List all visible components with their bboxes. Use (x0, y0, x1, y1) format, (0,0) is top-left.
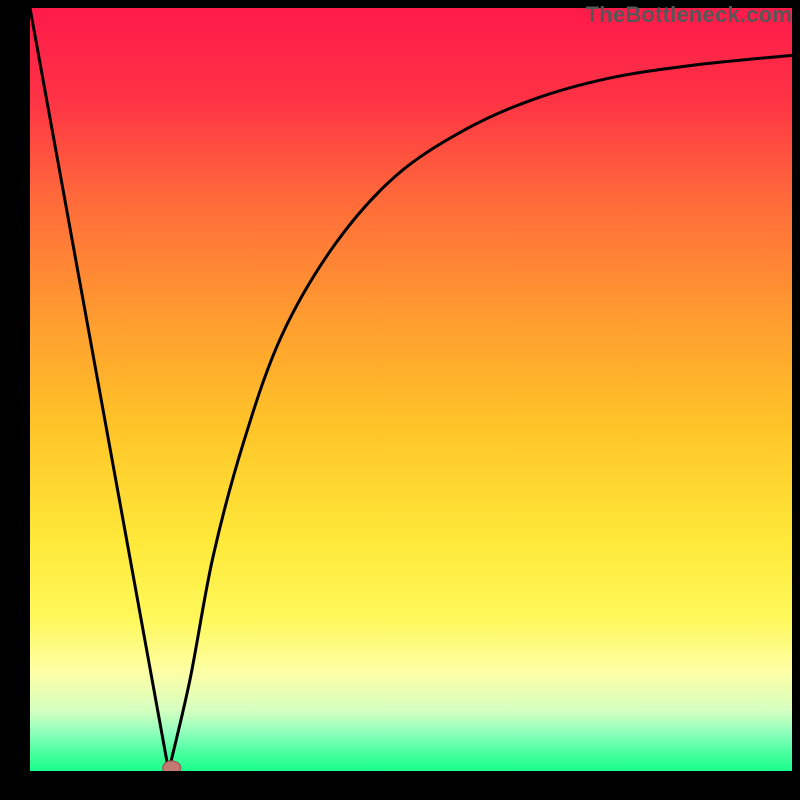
plot-svg (30, 8, 792, 771)
optimal-point-marker (163, 761, 181, 771)
bottleneck-chart: TheBottleneck.com (0, 0, 800, 800)
plot-area (30, 8, 792, 771)
gradient-background (30, 8, 792, 771)
watermark-text: TheBottleneck.com (586, 2, 792, 28)
